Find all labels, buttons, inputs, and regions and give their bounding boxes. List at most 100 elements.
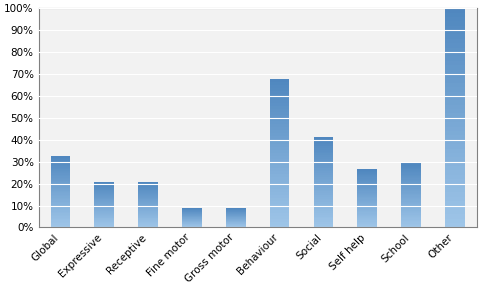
Bar [444, 17, 464, 21]
Bar [226, 222, 245, 223]
Bar [94, 204, 114, 205]
Bar [50, 169, 70, 171]
Bar [94, 190, 114, 191]
Bar [400, 182, 420, 184]
Bar [444, 135, 464, 140]
Bar [357, 221, 376, 222]
Bar [400, 204, 420, 205]
Bar [226, 220, 245, 221]
Bar [138, 196, 157, 197]
Bar [138, 185, 157, 186]
Bar [357, 189, 376, 190]
Bar [400, 218, 420, 220]
Bar [138, 214, 157, 215]
Bar [357, 175, 376, 176]
Bar [50, 216, 70, 218]
Bar [400, 211, 420, 212]
Bar [50, 162, 70, 164]
Bar [444, 179, 464, 184]
Bar [269, 85, 289, 88]
Bar [313, 162, 333, 164]
Bar [269, 210, 289, 213]
Bar [444, 223, 464, 227]
Bar [138, 219, 157, 220]
Bar [269, 201, 289, 204]
Bar [138, 193, 157, 194]
Bar [313, 226, 333, 227]
Bar [313, 204, 333, 206]
Bar [269, 115, 289, 118]
Bar [138, 186, 157, 187]
Bar [94, 211, 114, 212]
Bar [226, 209, 245, 210]
Bar [357, 184, 376, 186]
Bar [138, 207, 157, 208]
Bar [50, 178, 70, 179]
Bar [138, 226, 157, 227]
Bar [313, 208, 333, 210]
Bar [400, 198, 420, 199]
Bar [94, 210, 114, 211]
Bar [357, 187, 376, 188]
Bar [182, 208, 202, 209]
Bar [94, 193, 114, 194]
Bar [50, 205, 70, 206]
Bar [313, 210, 333, 211]
Bar [357, 195, 376, 196]
Bar [94, 200, 114, 201]
Bar [400, 212, 420, 213]
Bar [50, 222, 70, 223]
Bar [50, 203, 70, 205]
Bar [94, 192, 114, 193]
Bar [313, 218, 333, 220]
Bar [50, 226, 70, 227]
Bar [400, 163, 420, 164]
Bar [444, 83, 464, 87]
Bar [357, 209, 376, 210]
Bar [444, 74, 464, 78]
Bar [50, 223, 70, 225]
Bar [400, 200, 420, 202]
Bar [50, 173, 70, 175]
Bar [313, 202, 333, 204]
Bar [444, 113, 464, 118]
Bar [94, 194, 114, 195]
Bar [357, 202, 376, 203]
Bar [182, 218, 202, 219]
Bar [400, 179, 420, 180]
Bar [444, 219, 464, 223]
Bar [357, 186, 376, 187]
Bar [313, 215, 333, 217]
Bar [400, 169, 420, 171]
Bar [269, 156, 289, 159]
Bar [138, 195, 157, 196]
Bar [400, 176, 420, 177]
Bar [269, 112, 289, 115]
Bar [269, 124, 289, 127]
Bar [226, 216, 245, 217]
Bar [50, 184, 70, 185]
Bar [138, 189, 157, 190]
Bar [138, 190, 157, 191]
Bar [400, 193, 420, 194]
Bar [400, 175, 420, 176]
Bar [357, 211, 376, 212]
Bar [138, 182, 157, 183]
Bar [444, 171, 464, 175]
Bar [313, 188, 333, 190]
Bar [400, 180, 420, 181]
Bar [400, 203, 420, 204]
Bar [94, 222, 114, 223]
Bar [400, 225, 420, 226]
Bar [182, 219, 202, 220]
Bar [400, 173, 420, 175]
Bar [313, 146, 333, 148]
Bar [269, 177, 289, 180]
Bar [357, 188, 376, 189]
Bar [269, 82, 289, 85]
Bar [400, 166, 420, 167]
Bar [226, 217, 245, 218]
Bar [50, 192, 70, 193]
Bar [444, 61, 464, 65]
Bar [313, 181, 333, 182]
